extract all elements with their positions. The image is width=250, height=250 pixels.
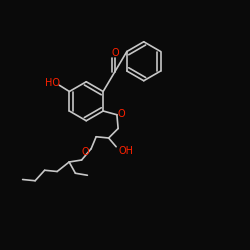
Text: OH: OH xyxy=(118,146,133,156)
Text: O: O xyxy=(118,108,125,118)
Text: O: O xyxy=(82,147,90,157)
Text: O: O xyxy=(111,48,119,58)
Text: HO: HO xyxy=(45,78,60,88)
